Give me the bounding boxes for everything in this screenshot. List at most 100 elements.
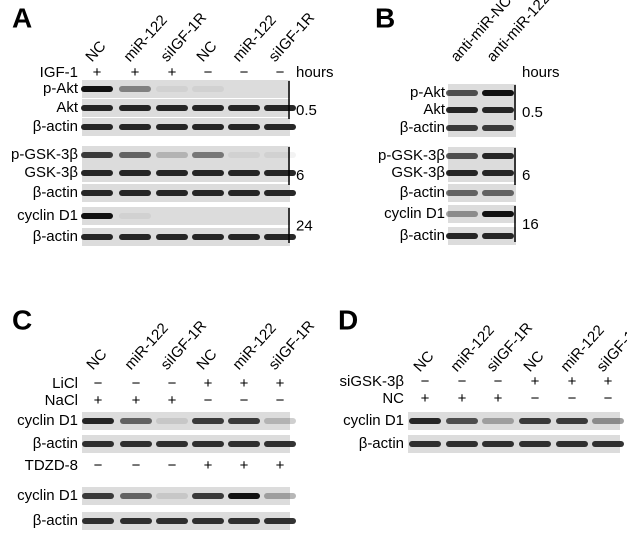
- band: [482, 441, 514, 447]
- lane-label: NC: [193, 346, 220, 374]
- band: [446, 441, 478, 447]
- band: [264, 418, 296, 424]
- band: [120, 493, 152, 499]
- blot-strip: [82, 146, 290, 164]
- sign: +: [131, 64, 140, 81]
- time-label: 16: [522, 216, 539, 233]
- row-label: p-GSK-3β: [378, 147, 445, 164]
- sign: +: [240, 375, 249, 392]
- sign: −: [240, 392, 249, 409]
- blot-strip: [82, 487, 290, 505]
- band: [264, 518, 296, 524]
- row-label: cyclin D1: [17, 412, 78, 429]
- treatment-label: NC: [382, 390, 404, 407]
- treatment-label: LiCl: [52, 375, 78, 392]
- row-label: p-Akt: [43, 80, 79, 97]
- band: [192, 170, 224, 176]
- sign: −: [94, 375, 103, 392]
- band: [228, 234, 260, 240]
- band: [446, 418, 478, 424]
- band: [120, 441, 152, 447]
- band: [446, 170, 478, 176]
- row-label: β-actin: [400, 184, 445, 201]
- band: [228, 518, 260, 524]
- sign: −: [276, 64, 285, 81]
- band: [156, 418, 188, 424]
- band: [556, 441, 588, 447]
- band: [228, 441, 260, 447]
- lane-label: NC: [193, 38, 220, 66]
- lane-label: NC: [83, 346, 110, 374]
- band: [119, 152, 151, 158]
- sign: −: [240, 64, 249, 81]
- band: [482, 190, 514, 196]
- band: [192, 234, 224, 240]
- band: [81, 213, 113, 219]
- band: [119, 124, 151, 130]
- band: [482, 418, 514, 424]
- panel-label: C: [12, 304, 32, 335]
- treatment-label: NaCl: [45, 392, 78, 409]
- band: [81, 152, 113, 158]
- band: [556, 418, 588, 424]
- band: [119, 86, 151, 92]
- sign: +: [276, 375, 285, 392]
- sign: +: [204, 375, 213, 392]
- band: [446, 107, 478, 113]
- blot-strip: [82, 207, 290, 225]
- row-label: β-actin: [33, 435, 78, 452]
- row-label: Akt: [423, 101, 446, 118]
- band: [228, 124, 260, 130]
- band: [156, 105, 188, 111]
- row-label: β-actin: [33, 512, 78, 529]
- band: [264, 170, 296, 176]
- band: [482, 233, 514, 239]
- band: [119, 105, 151, 111]
- hours-label: hours: [522, 64, 560, 81]
- band: [156, 493, 188, 499]
- band: [519, 441, 551, 447]
- band: [156, 190, 188, 196]
- sign: +: [168, 64, 177, 81]
- sign: +: [604, 373, 613, 390]
- time-label: 6: [522, 167, 530, 184]
- band: [264, 124, 296, 130]
- sign: −: [168, 457, 177, 474]
- band: [592, 441, 624, 447]
- row-label: cyclin D1: [17, 207, 78, 224]
- sign: +: [276, 457, 285, 474]
- band: [81, 234, 113, 240]
- band: [81, 86, 113, 92]
- band: [120, 418, 152, 424]
- band: [446, 233, 478, 239]
- panel-label: D: [338, 304, 358, 335]
- blot-strip: [82, 412, 290, 430]
- band: [192, 152, 224, 158]
- treatment-label: IGF-1: [40, 64, 78, 81]
- band: [228, 105, 260, 111]
- band: [192, 493, 224, 499]
- band: [156, 152, 188, 158]
- band: [519, 418, 551, 424]
- panel-label: A: [12, 2, 32, 33]
- sign: −: [204, 64, 213, 81]
- row-label: GSK-3β: [24, 164, 78, 181]
- band: [192, 418, 224, 424]
- sign: +: [494, 390, 503, 407]
- lane-label: NC: [520, 348, 547, 376]
- sign: −: [604, 390, 613, 407]
- band: [156, 441, 188, 447]
- band: [82, 518, 114, 524]
- band: [264, 441, 296, 447]
- band: [482, 107, 514, 113]
- sign: +: [168, 392, 177, 409]
- sign: −: [421, 373, 430, 390]
- band: [81, 170, 113, 176]
- treatment-label: TDZD-8: [25, 457, 78, 474]
- row-label: Akt: [56, 99, 79, 116]
- row-label: p-Akt: [410, 84, 446, 101]
- row-label: β-actin: [33, 118, 78, 135]
- band: [192, 190, 224, 196]
- sign: −: [132, 457, 141, 474]
- band: [82, 418, 114, 424]
